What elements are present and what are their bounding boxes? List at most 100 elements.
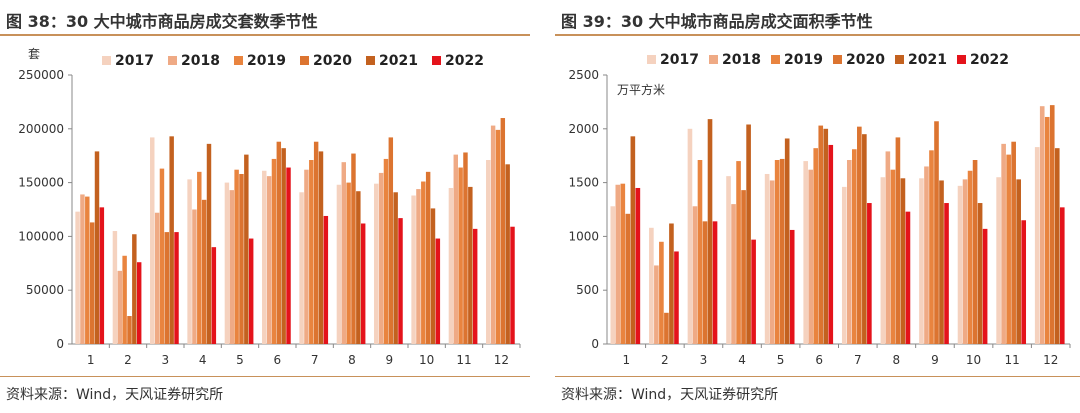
- x-tick-label: 6: [815, 353, 823, 367]
- source-note: 资料来源：Wind，天风证券研究所: [6, 387, 224, 403]
- x-tick-label: 12: [494, 353, 509, 367]
- bar-2021-5: [784, 138, 790, 344]
- y-axis-unit-label: 万平方米: [617, 82, 665, 97]
- legend-swatch-2021: [366, 56, 375, 65]
- bar-2017-12: [486, 160, 491, 344]
- bar-2021-1: [630, 136, 636, 344]
- bar-2020-3: [164, 232, 170, 344]
- bar-2020-1: [625, 213, 631, 344]
- bar-2017-2: [649, 227, 654, 344]
- x-tick-label: 7: [854, 353, 862, 367]
- bar-2018-3: [154, 212, 160, 344]
- bar-2020-8: [351, 153, 356, 344]
- bar-2022-2: [136, 262, 142, 344]
- bar-2019-12: [495, 129, 501, 344]
- chart-title: 图 38：30 大中城市商品房成交套数季节性: [6, 12, 318, 31]
- bar-2018-3: [692, 206, 698, 344]
- bar-2018-5: [769, 180, 775, 344]
- x-tick-label: 3: [162, 353, 170, 367]
- x-tick-label: 7: [311, 353, 319, 367]
- bar-2019-5: [234, 169, 239, 344]
- bar-2018-12: [1039, 106, 1045, 344]
- x-tick-label: 9: [931, 353, 939, 367]
- bar-2018-6: [808, 169, 814, 344]
- legend-swatch-2019: [771, 55, 780, 64]
- legend-swatch-2017: [647, 55, 656, 64]
- bar-2018-1: [80, 194, 85, 344]
- bar-2022-10: [435, 238, 441, 344]
- bar-2020-7: [313, 141, 319, 344]
- x-tick-label: 11: [1004, 353, 1019, 367]
- y-tick-label: 2000: [568, 122, 599, 136]
- bar-2017-10: [957, 185, 963, 344]
- x-tick-label: 1: [622, 353, 630, 367]
- bar-2020-10: [972, 160, 978, 344]
- bar-2018-10: [962, 179, 968, 344]
- x-tick-label: 6: [274, 353, 282, 367]
- legend-swatch-2022: [957, 55, 966, 64]
- legend-swatch-2020: [833, 55, 842, 64]
- bar-2020-11: [1011, 141, 1016, 344]
- bar-2017-12: [1034, 147, 1040, 344]
- bar-2021-8: [900, 178, 906, 344]
- bar-2017-8: [880, 177, 886, 344]
- bar-2019-6: [271, 158, 277, 344]
- bar-2019-2: [659, 241, 664, 344]
- x-tick-label: 4: [199, 353, 207, 367]
- x-tick-label: 5: [777, 353, 785, 367]
- bar-2017-4: [726, 176, 731, 344]
- y-tick-label: 100000: [18, 229, 64, 243]
- bar-2022-5: [248, 238, 254, 344]
- x-tick-label: 8: [893, 353, 901, 367]
- bar-2019-1: [620, 183, 626, 344]
- bar-2019-9: [929, 150, 934, 344]
- bar-2022-6: [828, 144, 834, 344]
- bar-2019-8: [890, 169, 896, 344]
- bar-2020-1: [89, 222, 95, 344]
- bar-2021-7: [318, 151, 324, 344]
- bar-2018-5: [229, 190, 234, 344]
- y-tick-label: 0: [591, 337, 599, 351]
- x-tick-label: 8: [348, 353, 356, 367]
- x-tick-label: 10: [966, 353, 981, 367]
- bar-2017-10: [411, 195, 416, 344]
- y-tick-label: 200000: [18, 122, 64, 136]
- bar-2017-11: [996, 177, 1001, 344]
- bar-2022-1: [635, 187, 641, 344]
- bar-2022-3: [174, 232, 179, 344]
- bar-2020-5: [779, 158, 785, 344]
- bar-2020-12: [1049, 105, 1055, 344]
- bar-2017-6: [262, 170, 267, 344]
- bar-2017-9: [919, 178, 924, 344]
- bar-2020-8: [895, 137, 901, 344]
- x-tick-label: 9: [386, 353, 394, 367]
- legend-label-2019: 2019: [784, 52, 823, 68]
- bar-2021-6: [281, 148, 286, 344]
- bar-2019-3: [697, 160, 703, 344]
- legend-label-2022: 2022: [970, 52, 1009, 68]
- bar-2018-8: [885, 151, 891, 344]
- y-tick-label: 50000: [26, 283, 64, 297]
- bar-2018-9: [378, 172, 384, 344]
- x-tick-label: 11: [456, 353, 471, 367]
- bar-2020-11: [463, 152, 468, 344]
- x-tick-label: 1: [87, 353, 95, 367]
- bar-2020-9: [388, 137, 394, 344]
- bar-2017-9: [374, 183, 379, 344]
- source-note: 资料来源：Wind，天风证券研究所: [561, 387, 779, 403]
- bar-2018-11: [453, 154, 458, 344]
- bar-2021-6: [823, 128, 829, 344]
- bar-2017-3: [687, 128, 693, 344]
- bar-2019-12: [1044, 116, 1050, 345]
- title-rule: [555, 34, 1080, 36]
- x-tick-label: 5: [236, 353, 244, 367]
- bar-2020-10: [425, 171, 431, 344]
- legend-swatch-2019: [234, 56, 243, 65]
- bar-2018-2: [654, 265, 659, 344]
- bar-2017-3: [150, 137, 155, 344]
- bar-2018-7: [846, 160, 852, 344]
- bar-2022-12: [1059, 207, 1065, 344]
- chart-panel-sales-units: 图 38：30 大中城市商品房成交套数季节性 0 50000 100000 15000…: [0, 0, 530, 413]
- x-tick-label: 3: [700, 353, 708, 367]
- legend-swatch-2017: [102, 56, 111, 65]
